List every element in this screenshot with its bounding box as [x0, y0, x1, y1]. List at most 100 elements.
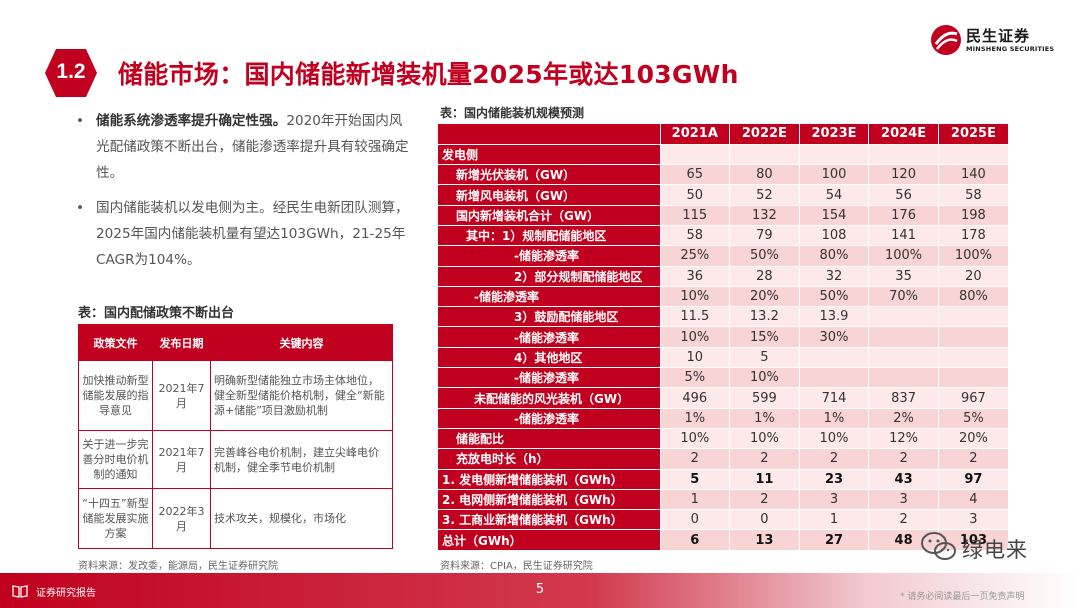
watermark: 绿电来 — [920, 530, 1050, 570]
policy-table: 政策文件 发布日期 关键内容 加快推动新型储能发展的指导意见 2021年7月 明… — [78, 324, 393, 549]
table-cell: 52 — [729, 184, 800, 206]
footer-band — [0, 573, 1080, 608]
table-cell — [937, 144, 1008, 166]
column-header — [438, 124, 660, 145]
table-cell: 79 — [729, 225, 800, 247]
row-label: -储能渗透率 — [438, 408, 660, 429]
table-cell: 115 — [659, 205, 730, 226]
column-header: 2025E — [937, 124, 1008, 145]
table-cell: 0 — [729, 509, 800, 531]
table-row: 2）部分规制配储能地区 36 28 32 35 20 — [438, 266, 1008, 287]
row-label: 3）鼓励配储能地区 — [438, 306, 660, 328]
policy-table-source: 资料来源：发改委，能源局，民生证券研究院 — [78, 561, 278, 572]
row-label: 2. 电网侧新增储能装机（GWh） — [438, 489, 660, 511]
table-cell: 10 — [659, 347, 730, 369]
column-header: 发布日期 — [152, 324, 211, 361]
table-cell: 11 — [729, 469, 800, 490]
table-cell: 198 — [937, 205, 1008, 226]
table-cell — [937, 306, 1008, 328]
table-cell: 20% — [937, 428, 1008, 450]
table-cell: 3 — [798, 489, 869, 511]
policy-doc: 关于进一步完善分时电价机制的通知 — [78, 430, 153, 489]
table-cell — [729, 144, 800, 166]
logo-name-cn: 民生证券 — [966, 27, 1031, 45]
table-cell: 13 — [729, 529, 800, 551]
footer: 证券研究报告 5 * 请务必阅读最后一页免责声明 — [0, 573, 1080, 608]
table-cell: 70% — [868, 286, 939, 308]
row-label: -储能渗透率 — [438, 286, 660, 308]
table-cell: 120 — [868, 164, 939, 186]
policy-date: 2022年3月 — [152, 488, 211, 549]
table-cell: 599 — [729, 387, 800, 409]
table-row: -储能渗透率 25% 50% 80% 100% 100% — [438, 245, 1008, 267]
table-cell: 3 — [868, 489, 939, 511]
table-row: 未配储能的风光装机（GW） 496 599 714 837 967 — [438, 387, 1008, 409]
table-cell: 2 — [659, 448, 730, 470]
row-label: 2）部分规制配储能地区 — [438, 266, 660, 287]
table-cell: 100 — [798, 164, 869, 186]
bullet-bold: 储能系统渗透率提升确定性强。 — [96, 113, 287, 129]
table-cell: 4 — [937, 489, 1008, 511]
row-label: 总计（GWh） — [438, 529, 660, 551]
footer-label: 证券研究报告 — [36, 588, 96, 599]
table-cell: 97 — [937, 469, 1008, 490]
table-row: 其中：1）规制配储能地区 58 79 108 141 178 — [438, 225, 1008, 247]
table-cell: 36 — [659, 266, 730, 287]
row-label: 4）其他地区 — [438, 347, 660, 369]
table-cell: 2 — [868, 509, 939, 531]
section-number: 1.2 — [56, 60, 86, 83]
table-row: 4）其他地区 10 5 — [438, 347, 1008, 369]
section-badge: 1.2 — [44, 48, 98, 98]
table-cell: 10% — [729, 367, 800, 389]
table-cell: 5 — [729, 347, 800, 369]
table-cell: 30% — [798, 326, 869, 348]
forecast-header-row: 2021A 2022E 2023E 2024E 2025E — [438, 124, 1008, 145]
table-row: 2. 电网侧新增储能装机（GWh） 1 2 3 3 4 — [438, 489, 1008, 511]
table-cell: 11.5 — [659, 306, 730, 328]
table-cell: 65 — [659, 164, 730, 186]
table-cell: 32 — [798, 266, 869, 287]
watermark-text: 绿电来 — [962, 538, 1028, 562]
table-cell: 2 — [729, 489, 800, 511]
table-row: 关于进一步完善分时电价机制的通知 2021年7月 完善峰谷电价机制，建立尖峰电价… — [78, 430, 393, 489]
table-cell: 10% — [659, 428, 730, 450]
page-title: 储能市场：国内储能新增装机量2025年或达103GWh — [118, 60, 739, 89]
table-cell: 10% — [729, 428, 800, 450]
row-label: 国内新增装机合计（GW） — [438, 205, 660, 226]
table-cell: 178 — [937, 225, 1008, 247]
table-cell: 837 — [868, 387, 939, 409]
table-row: “十四五”新型储能发展实施方案 2022年3月 技术攻关，规模化，市场化 — [78, 488, 393, 549]
wechat-icon — [921, 532, 956, 560]
bullet-item: 储能系统渗透率提升确定性强。2020年开始国内风光配储政策不断出台，储能渗透率提… — [76, 108, 416, 186]
table-cell: 43 — [868, 469, 939, 490]
page-number: 5 — [535, 582, 545, 597]
table-cell: 5% — [937, 408, 1008, 429]
table-cell: 132 — [729, 205, 800, 226]
policy-content: 明确新型储能独立市场主体地位，健全新型储能价格机制，健全“新能源+储能”项目激励… — [210, 360, 393, 431]
table-cell: 58 — [659, 225, 730, 247]
table-cell: 1 — [798, 509, 869, 531]
disclaimer: * 请务必阅读最后一页免责声明 — [900, 592, 1025, 602]
hexagon-badge-icon — [45, 49, 97, 97]
table-row: 3. 工商业新增储能装机（GWh） 0 0 1 2 3 — [438, 509, 1008, 531]
row-label: 3. 工商业新增储能装机（GWh） — [438, 509, 660, 531]
table-cell: 25% — [659, 245, 730, 267]
table-cell: 1% — [798, 408, 869, 429]
table-cell: 6 — [659, 529, 730, 551]
row-label: -储能渗透率 — [438, 367, 660, 389]
table-cell: 5 — [659, 469, 730, 490]
bullet-item: 国内储能装机以发电侧为主。经民生电新团队测算，2025年国内储能装机量有望达10… — [76, 195, 416, 273]
bullet-text: 国内储能装机以发电侧为主。经民生电新团队测算，2025年国内储能装机量有望达10… — [96, 200, 409, 268]
table-row: -储能渗透率 1% 1% 1% 2% 5% — [438, 408, 1008, 429]
table-cell: 50 — [659, 184, 730, 206]
table-cell: 48 — [868, 529, 939, 551]
table-cell: 13.2 — [729, 306, 800, 328]
table-cell — [937, 367, 1008, 389]
table-cell — [868, 306, 939, 328]
table-cell: 10% — [659, 286, 730, 308]
table-cell: 35 — [868, 266, 939, 287]
table-cell: 103 — [937, 529, 1008, 551]
table-row: -储能渗透率 5% 10% — [438, 367, 1008, 389]
table-cell: 20 — [937, 266, 1008, 287]
policy-content: 完善峰谷电价机制，建立尖峰电价机制，健全季节电价机制 — [210, 430, 393, 489]
